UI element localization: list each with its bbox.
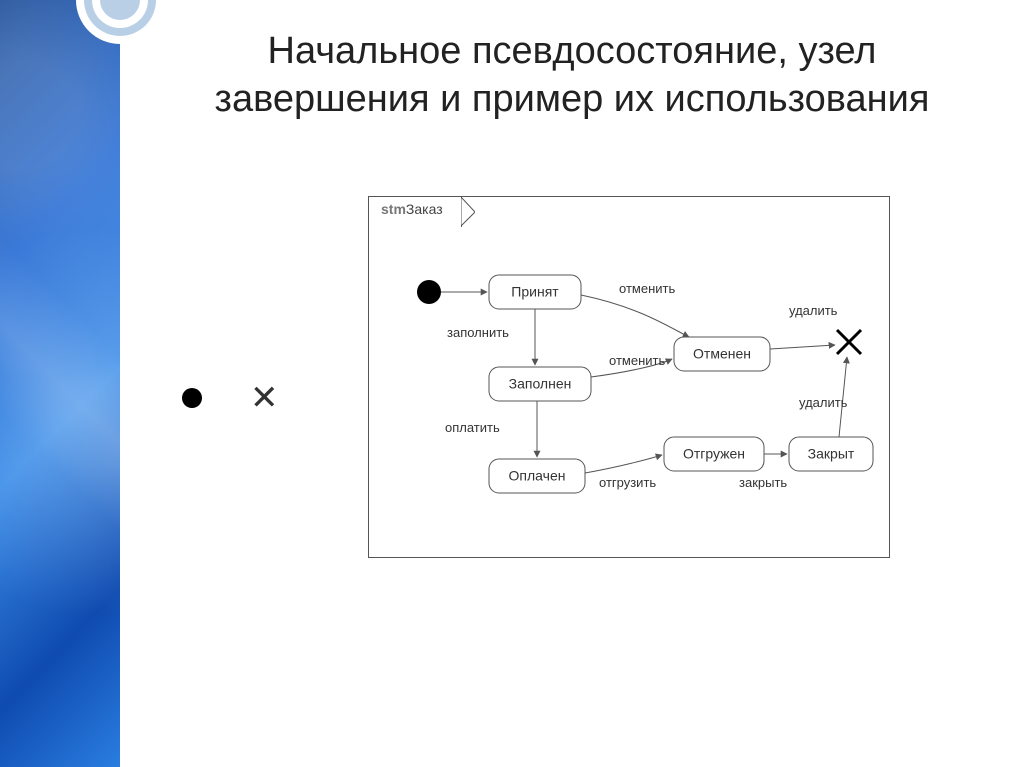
edge-label-delete2: удалить [799,395,848,410]
edge-cancelled-terminate [770,345,835,349]
sidebar-decoration [0,0,120,767]
edge-label-cancel2: отменить [609,353,665,368]
state-cancelled-label: Отменен [693,346,751,362]
terminate-node [837,330,861,354]
state-diagram: заполнить оплатить отменить отменить отг… [369,197,889,557]
title-line-1: Начальное псевдосостояние, узел [268,30,877,72]
edge-label-pay: оплатить [445,420,500,435]
terminate-node-icon: ✕ [250,378,279,418]
state-paid-label: Оплачен [509,468,566,484]
edge-label-ship: отгрузить [599,475,656,490]
edge-label-delete1: удалить [789,303,838,318]
edge-label-close: закрыть [739,475,787,490]
state-filled-label: Заполнен [509,376,572,392]
state-machine-frame: stmЗаказ заполнить оплатить отменить отм… [368,196,890,558]
initial-pseudostate-icon [182,388,202,408]
edge-label-cancel1: отменить [619,281,675,296]
state-accepted-label: Принят [511,284,559,300]
state-closed-label: Закрыт [808,446,855,462]
edge-accepted-cancelled [581,295,689,337]
edge-paid-shipped [585,455,662,473]
initial-pseudostate [417,280,441,304]
edge-label-fill: заполнить [447,325,509,340]
state-shipped-label: Отгружен [683,446,745,462]
title-line-2: завершения и пример их использования [215,78,930,120]
slide-title: Начальное псевдосостояние, узел завершен… [120,28,1024,123]
